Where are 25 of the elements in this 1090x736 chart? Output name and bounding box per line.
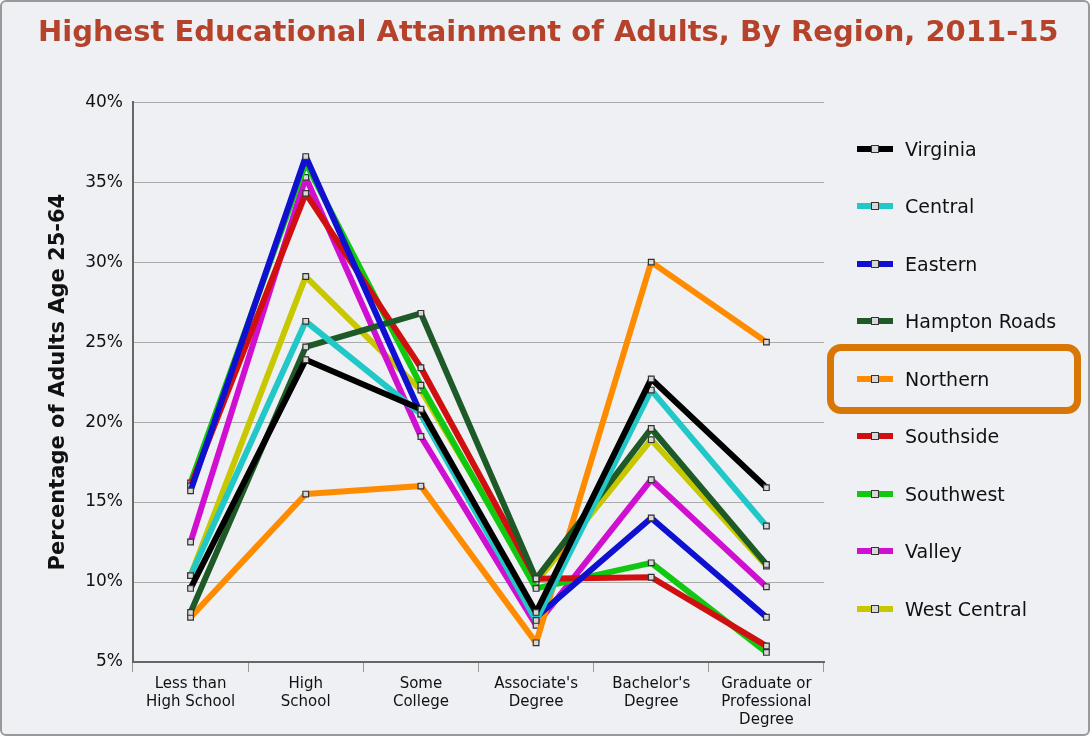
legend-label: Southside: [905, 425, 1000, 448]
x-tick-label: Some College: [392, 673, 449, 710]
x-tick-label: High School: [280, 673, 331, 710]
y-tick-label: 10%: [85, 570, 123, 591]
legend-label: Valley: [905, 540, 962, 563]
y-tick-label: 40%: [85, 90, 123, 111]
y-tick-label: 25%: [85, 330, 123, 351]
x-tick-label: Less than High School: [146, 673, 236, 710]
legend-label: Southwest: [905, 482, 1005, 505]
y-tick-label: 15%: [85, 490, 123, 511]
x-tick-label: Associate's Degree: [494, 673, 579, 710]
legend-label: Eastern: [905, 252, 978, 275]
legend-label: West Central: [905, 597, 1027, 620]
y-tick-label: 35%: [85, 170, 123, 191]
y-axis-title: Percentage of Adults Age 25-64: [45, 193, 70, 571]
y-tick-label: 20%: [85, 410, 123, 431]
x-tick-label: Graduate or Professional Degree: [721, 673, 813, 728]
y-tick-label: 30%: [85, 250, 123, 271]
chart-title: Highest Educational Attainment of Adults, By Region, 2011-15: [38, 14, 1059, 48]
legend-label: Hampton Roads: [905, 310, 1057, 333]
legend-label: Central: [905, 195, 975, 218]
legend-label: Virginia: [905, 137, 977, 160]
x-tick-label: Bachelor's Degree: [612, 673, 691, 710]
y-tick-label: 5%: [96, 650, 123, 671]
legend-label: Northern: [905, 367, 990, 390]
